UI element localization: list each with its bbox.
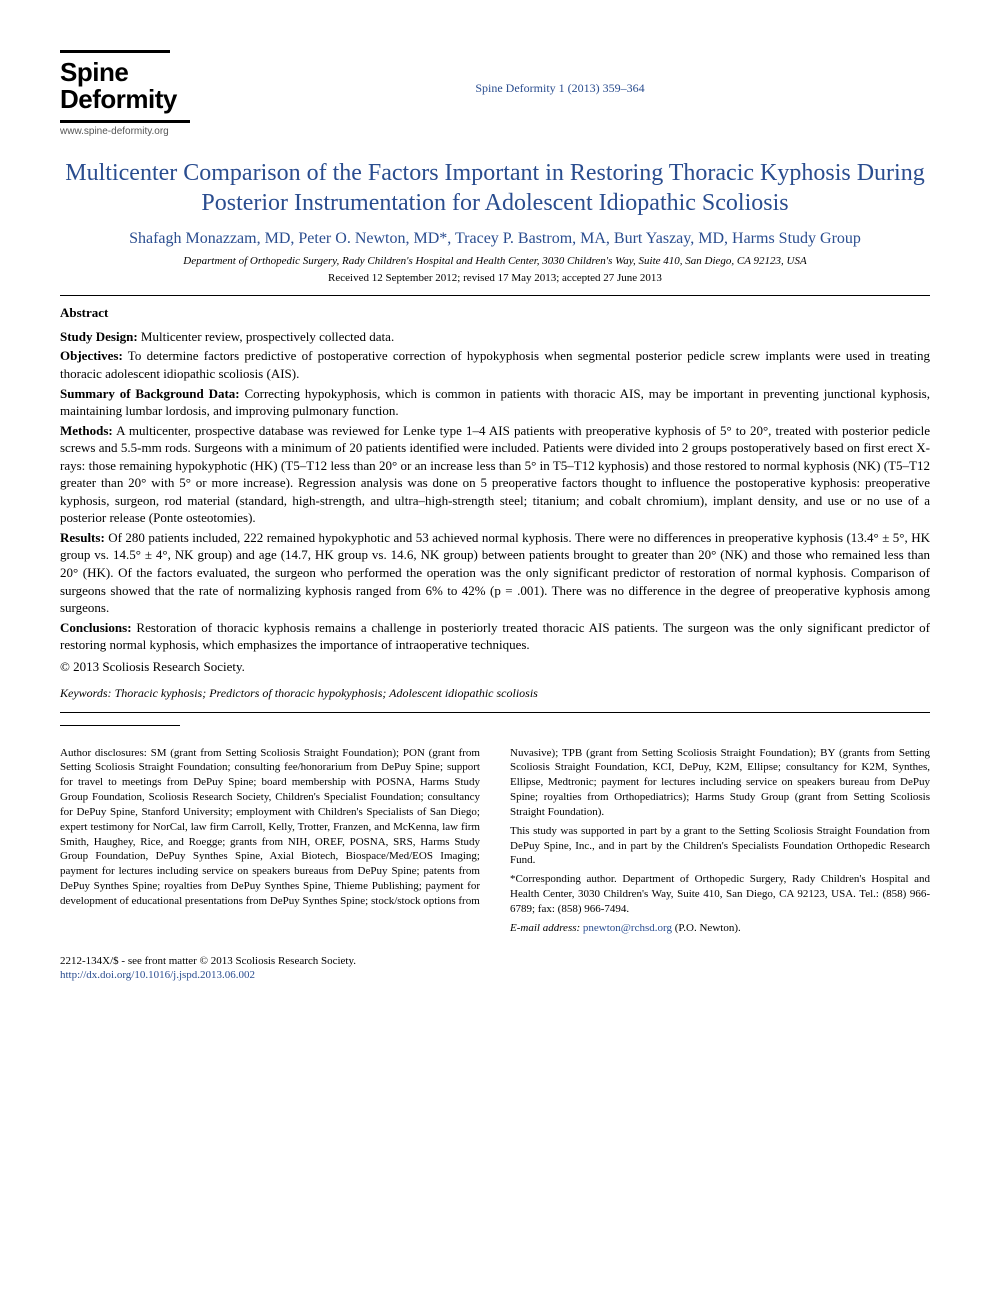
footnotes-right-column: Nuvasive); TPB (grant from Setting Scoli… — [510, 746, 930, 940]
funding-statement: This study was supported in part by a gr… — [510, 824, 930, 869]
corresponding-star-icon: * — [439, 230, 447, 247]
abstract-label-conclusions: Conclusions: — [60, 620, 132, 635]
author-disclosures-right: Nuvasive); TPB (grant from Setting Scoli… — [510, 746, 930, 820]
keywords-line: Keywords: Thoracic kyphosis; Predictors … — [60, 685, 930, 701]
journal-name-line1: Spine — [60, 59, 190, 86]
abstract-results: Results: Of 280 patients included, 222 r… — [60, 529, 930, 617]
article-title: Multicenter Comparison of the Factors Im… — [60, 158, 930, 218]
email-label: E-mail address: — [510, 922, 580, 934]
abstract-objectives: Objectives: To determine factors predict… — [60, 347, 930, 382]
keywords-text: Thoracic kyphosis; Predictors of thoraci… — [112, 686, 538, 700]
doi-link[interactable]: http://dx.doi.org/10.1016/j.jspd.2013.06… — [60, 968, 930, 983]
journal-reference: Spine Deformity 1 (2013) 359–364 — [190, 50, 930, 96]
keywords-label: Keywords: — [60, 686, 112, 700]
email-link[interactable]: pnewton@rchsd.org — [583, 922, 675, 934]
abstract-label-methods: Methods: — [60, 423, 113, 438]
article-dates: Received 12 September 2012; revised 17 M… — [60, 271, 930, 286]
email-line: E-mail address: pnewton@rchsd.org (P.O. … — [510, 921, 930, 936]
author-disclosures-left: Author disclosures: SM (grant from Setti… — [60, 746, 480, 909]
corresponding-author: *Corresponding author. Department of Ort… — [510, 872, 930, 917]
journal-url[interactable]: www.spine-deformity.org — [60, 120, 190, 139]
abstract-copyright: © 2013 Scoliosis Research Society. — [60, 658, 930, 676]
abstract-study-design: Study Design: Multicenter review, prospe… — [60, 328, 930, 346]
footnotes-block: Author disclosures: SM (grant from Setti… — [60, 746, 930, 940]
footnote-divider — [60, 725, 180, 726]
footer-meta: 2212-134X/$ - see front matter © 2013 Sc… — [60, 954, 930, 984]
abstract-background: Summary of Background Data: Correcting h… — [60, 385, 930, 420]
abstract-label-background: Summary of Background Data: — [60, 386, 240, 401]
author-affiliation: Department of Orthopedic Surgery, Rady C… — [60, 254, 930, 269]
abstract-text-methods: A multicenter, prospective database was … — [60, 423, 930, 526]
abstract-text-results: Of 280 patients included, 222 remained h… — [60, 530, 930, 615]
logo-rule-top — [60, 50, 170, 53]
abstract-text-objectives: To determine factors predictive of posto… — [60, 348, 930, 381]
divider-bottom — [60, 712, 930, 713]
page-header: Spine Deformity www.spine-deformity.org … — [60, 50, 930, 138]
abstract-label-study-design: Study Design: — [60, 329, 138, 344]
issn-line: 2212-134X/$ - see front matter © 2013 Sc… — [60, 954, 930, 969]
abstract-text-study-design: Multicenter review, prospectively collec… — [138, 329, 395, 344]
abstract-text-conclusions: Restoration of thoracic kyphosis remains… — [60, 620, 930, 653]
author-list: Shafagh Monazzam, MD, Peter O. Newton, M… — [60, 228, 930, 250]
divider-top — [60, 295, 930, 296]
abstract-methods: Methods: A multicenter, prospective data… — [60, 422, 930, 527]
journal-logo: Spine Deformity www.spine-deformity.org — [60, 50, 190, 138]
abstract-heading: Abstract — [60, 304, 930, 322]
journal-name-line2: Deformity — [60, 86, 190, 113]
footnotes-left-column: Author disclosures: SM (grant from Setti… — [60, 746, 480, 940]
email-suffix: (P.O. Newton). — [675, 922, 741, 934]
abstract-conclusions: Conclusions: Restoration of thoracic kyp… — [60, 619, 930, 654]
abstract-label-objectives: Objectives: — [60, 348, 123, 363]
abstract-label-results: Results: — [60, 530, 105, 545]
